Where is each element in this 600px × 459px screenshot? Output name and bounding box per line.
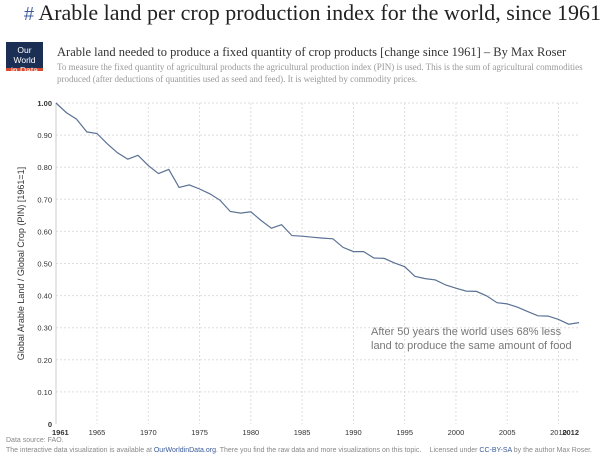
chart-description: To measure the fixed quantity of agricul… xyxy=(57,62,583,84)
x-tick-label: 1990 xyxy=(345,428,362,437)
logo-line2: in Data xyxy=(11,65,38,75)
x-tick-label: 2012 xyxy=(562,428,579,437)
interactive-note: The interactive data visualization is av… xyxy=(6,447,421,454)
x-tick-label: 2005 xyxy=(499,428,516,437)
x-tick-label: 2010 xyxy=(550,428,567,437)
owid-link[interactable]: OurWorldinData.org xyxy=(153,447,216,454)
y-tick-label: 0.80 xyxy=(37,163,52,172)
y-tick-label: 0.70 xyxy=(37,195,52,204)
note-post: . There you find the raw data and more v… xyxy=(215,447,422,454)
annotation-line: After 50 years the world uses 68% less xyxy=(371,326,562,338)
license-link[interactable]: CC-BY-SA xyxy=(479,447,512,454)
series-line xyxy=(55,102,580,325)
y-tick-label: 0.10 xyxy=(37,388,52,397)
y-tick-label: 0 xyxy=(48,420,52,429)
x-tick-label: 1995 xyxy=(396,428,413,437)
chart-subtitle: Arable land needed to produce a fixed qu… xyxy=(57,45,567,59)
title-text: Arable land per crop production index fo… xyxy=(38,0,600,25)
data-source: Data source: FAO. xyxy=(6,437,64,444)
y-tick-label: 0.60 xyxy=(37,227,52,236)
x-tick-label: 1965 xyxy=(89,428,106,437)
x-tick-label: 1980 xyxy=(242,428,259,437)
y-tick-label: 0.90 xyxy=(37,131,52,140)
y-tick-label: 0.20 xyxy=(37,356,52,365)
x-tick-label: 1975 xyxy=(191,428,208,437)
x-tick-label: 1961 xyxy=(52,428,69,437)
y-tick-label: 0.30 xyxy=(37,324,52,333)
x-tick-label: 1970 xyxy=(140,428,157,437)
y-tick-label: 0.50 xyxy=(37,260,52,269)
x-tick-label: 2000 xyxy=(448,428,465,437)
y-tick-label: 1.00 xyxy=(37,99,52,108)
logo-line1: Our World xyxy=(13,45,36,65)
x-tick-label: 1985 xyxy=(294,428,311,437)
anchor-link[interactable]: # xyxy=(24,4,35,24)
annotation-line: land to produce the same amount of food xyxy=(371,340,572,352)
page-title: # Arable land per crop production index … xyxy=(24,0,600,26)
y-axis-label: Global Arable Land / Global Crop (PIN) [… xyxy=(16,167,26,360)
owid-logo: Our World in Data xyxy=(6,42,43,75)
note-pre: The interactive data visualization is av… xyxy=(6,447,154,454)
license: Licensed under CC-BY-SA by the author Ma… xyxy=(430,447,592,454)
license-pre: Licensed under xyxy=(429,447,480,454)
license-post: by the author Max Roser. xyxy=(511,447,592,454)
y-tick-label: 0.40 xyxy=(37,292,52,301)
